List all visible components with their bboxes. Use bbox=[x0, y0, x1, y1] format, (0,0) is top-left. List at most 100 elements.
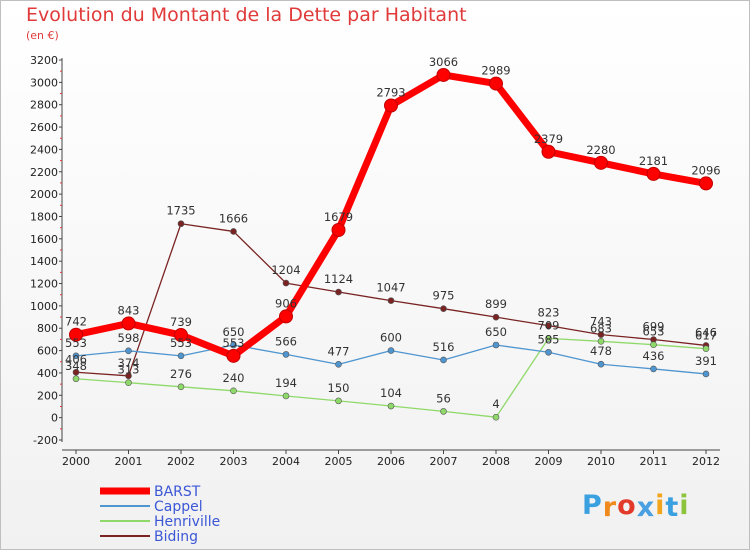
data-label-henriville: 276 bbox=[170, 367, 192, 381]
data-label-henriville: 56 bbox=[436, 391, 451, 405]
y-tick-label: -200 bbox=[33, 434, 58, 447]
data-point-biding bbox=[125, 372, 132, 380]
x-tick-label: 2012 bbox=[692, 455, 720, 468]
data-label-barst: 2379 bbox=[534, 132, 563, 146]
data-label-cappel: 650 bbox=[485, 325, 507, 339]
logo-letter: r bbox=[602, 492, 618, 523]
data-label-henriville: 653 bbox=[643, 325, 665, 339]
y-tick-label: 1200 bbox=[30, 278, 58, 291]
legend-label-biding: Biding bbox=[154, 529, 198, 545]
data-point-cappel bbox=[702, 370, 710, 378]
data-point-henriville bbox=[440, 408, 447, 415]
y-tick-label: 800 bbox=[37, 322, 58, 335]
y-tick-label: 2400 bbox=[30, 143, 58, 156]
x-tick-label: 2009 bbox=[535, 455, 563, 468]
data-point-henriville bbox=[702, 345, 710, 352]
y-tick-label: 1800 bbox=[30, 210, 58, 223]
data-label-barst: 906 bbox=[275, 296, 297, 310]
data-label-cappel: 598 bbox=[118, 331, 140, 345]
chart-axes: -200 0 200 400 600 800 1000 1200 1400 1600 1800 200… bbox=[30, 54, 720, 468]
y-tick-label: 0 bbox=[51, 412, 58, 425]
legend-label-cappel: Cappel bbox=[154, 499, 203, 515]
data-point-barst bbox=[69, 327, 83, 342]
data-point-barst bbox=[331, 222, 346, 237]
data-label-biding: 1735 bbox=[166, 204, 195, 218]
data-label-biding: 899 bbox=[485, 297, 507, 311]
data-point-biding bbox=[597, 331, 605, 338]
data-label-biding: 743 bbox=[590, 315, 612, 329]
data-label-biding: 1047 bbox=[376, 281, 405, 295]
data-point-cappel bbox=[335, 361, 342, 368]
data-point-barst bbox=[174, 328, 188, 343]
data-label-henriville: 709 bbox=[538, 318, 560, 332]
data-label-biding: 1204 bbox=[271, 263, 300, 277]
data-point-barst bbox=[279, 309, 293, 324]
x-tick-label: 2002 bbox=[167, 455, 195, 468]
data-point-biding bbox=[492, 313, 500, 321]
x-tick-label: 2003 bbox=[220, 455, 248, 468]
data-label-cappel: 516 bbox=[433, 340, 455, 354]
data-point-henriville bbox=[230, 387, 237, 395]
data-point-barst bbox=[541, 144, 556, 159]
data-label-cappel: 600 bbox=[380, 331, 402, 345]
data-point-barst bbox=[384, 98, 398, 113]
legend-label-barst: BARST bbox=[154, 484, 201, 500]
y-tick-label: 600 bbox=[37, 345, 58, 358]
data-label-barst: 553 bbox=[223, 336, 245, 350]
data-label-biding: 374 bbox=[118, 356, 140, 370]
x-tick-label: 2006 bbox=[377, 455, 405, 468]
logo-letter: t bbox=[665, 492, 680, 523]
data-label-cappel: 391 bbox=[695, 354, 717, 368]
data-label-barst: 1679 bbox=[324, 210, 353, 224]
data-point-henriville bbox=[597, 338, 605, 345]
y-tick-label: 2200 bbox=[30, 166, 58, 179]
chart-unit: (en €) bbox=[26, 29, 59, 42]
data-point-henriville bbox=[125, 379, 132, 386]
data-point-cappel bbox=[650, 365, 657, 373]
data-label-barst: 2181 bbox=[639, 154, 668, 168]
data-label-cappel: 478 bbox=[590, 344, 612, 358]
data-label-cappel: 585 bbox=[538, 332, 560, 346]
data-label-cappel: 436 bbox=[643, 349, 665, 363]
data-point-biding bbox=[72, 368, 80, 376]
data-label-cappel: 650 bbox=[223, 325, 245, 339]
y-tick-label: 1400 bbox=[30, 255, 58, 268]
data-point-henriville bbox=[650, 341, 657, 348]
data-label-biding: 699 bbox=[643, 320, 665, 334]
data-labels-layer: 406 374 1735 1666 1204 1124 1047 975 899 823 743 69… bbox=[65, 55, 721, 411]
x-tick-label: 2005 bbox=[325, 455, 353, 468]
data-point-cappel bbox=[72, 352, 80, 360]
data-label-barst: 739 bbox=[170, 315, 192, 329]
data-label-biding: 823 bbox=[538, 306, 560, 320]
x-tick-label: 2007 bbox=[430, 455, 458, 468]
data-point-henriville bbox=[492, 413, 500, 421]
data-label-henriville: 150 bbox=[328, 381, 350, 395]
data-point-biding bbox=[545, 322, 552, 329]
data-point-barst bbox=[226, 348, 241, 363]
x-tick-label: 2011 bbox=[640, 455, 668, 468]
data-point-henriville bbox=[177, 383, 185, 391]
data-point-biding bbox=[177, 220, 185, 228]
data-label-henriville: 4 bbox=[492, 397, 499, 411]
x-tick-label: 2010 bbox=[587, 455, 615, 468]
data-label-henriville: 240 bbox=[223, 371, 245, 385]
data-point-henriville bbox=[335, 397, 342, 405]
data-label-henriville: 683 bbox=[590, 321, 612, 335]
legend-label-henriville: Henriville bbox=[154, 514, 220, 530]
data-point-barst bbox=[699, 176, 713, 191]
data-label-biding: 1124 bbox=[324, 272, 353, 286]
data-point-biding bbox=[335, 288, 342, 296]
y-tick-label: 2000 bbox=[30, 188, 58, 201]
data-point-cappel bbox=[125, 347, 132, 355]
x-tick-label: 2004 bbox=[272, 455, 300, 468]
data-point-henriville bbox=[282, 392, 290, 400]
data-point-barst bbox=[646, 166, 661, 181]
data-label-biding: 406 bbox=[65, 352, 87, 366]
data-label-henriville: 313 bbox=[118, 363, 140, 377]
logo-letter: i bbox=[655, 490, 666, 521]
data-point-barst bbox=[436, 67, 451, 82]
data-label-henriville: 348 bbox=[65, 359, 87, 373]
data-point-barst bbox=[594, 155, 608, 170]
data-label-henriville: 194 bbox=[275, 376, 297, 390]
